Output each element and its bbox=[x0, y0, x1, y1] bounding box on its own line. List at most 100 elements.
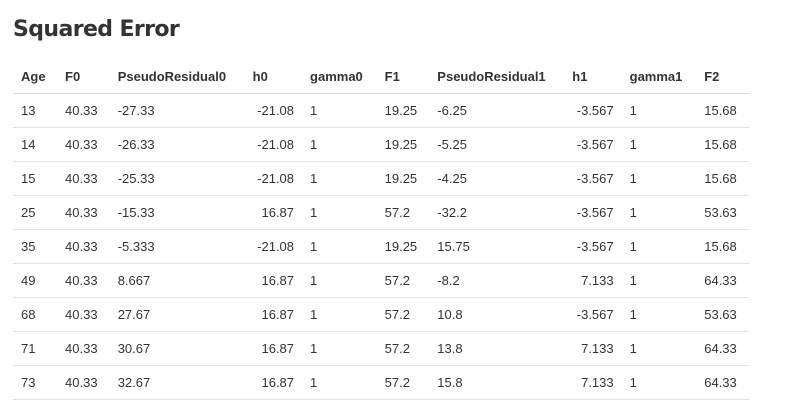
table-cell-h1: -3.567 bbox=[564, 229, 622, 264]
table-cell-h1: -3.567 bbox=[564, 195, 622, 230]
table-cell-h0: 16.87 bbox=[244, 365, 303, 400]
table-cell-pseudoresidual0: -15.33 bbox=[109, 195, 245, 230]
table-cell-age: 14 bbox=[13, 127, 58, 162]
table-row: 15 40.33 -25.33 -21.08 1 19.25 -4.25 -3.567 1 15.… bbox=[13, 161, 749, 196]
table-cell-h1: 7.133 bbox=[564, 263, 622, 298]
table-cell-gamma1: 1 bbox=[621, 297, 697, 332]
table-cell-f1: 57.2 bbox=[376, 297, 430, 332]
table-cell-h1: 7.133 bbox=[564, 365, 622, 400]
table-cell-f1: 19.25 bbox=[376, 161, 430, 196]
table-cell-f1: 19.25 bbox=[376, 127, 430, 162]
table-cell-h0: 16.87 bbox=[244, 331, 303, 366]
table-cell-h1: -3.567 bbox=[564, 127, 622, 162]
column-header-gamma0: gamma0 bbox=[302, 59, 377, 94]
table-cell-pseudoresidual1: -4.25 bbox=[429, 161, 565, 196]
table-row: 35 40.33 -5.333 -21.08 1 19.25 15.75 -3.567 1 15.… bbox=[13, 229, 749, 264]
table-cell-f0: 40.33 bbox=[57, 229, 110, 264]
table-cell-h0: 16.87 bbox=[244, 297, 303, 332]
table-cell-pseudoresidual0: 27.67 bbox=[109, 297, 245, 332]
table-body: 13 40.33 -27.33 -21.08 1 19.25 -6.25 -3.567 1 15.… bbox=[13, 93, 749, 400]
column-header-age: Age bbox=[13, 59, 58, 94]
table-cell-f0: 40.33 bbox=[57, 365, 110, 400]
table-cell-h1: -3.567 bbox=[564, 297, 622, 332]
table-cell-gamma1: 1 bbox=[621, 161, 697, 196]
table-cell-gamma1: 1 bbox=[621, 263, 697, 298]
table-cell-pseudoresidual0: -27.33 bbox=[109, 93, 245, 128]
table-row: 68 40.33 27.67 16.87 1 57.2 10.8 -3.567 1 53.63 bbox=[13, 297, 749, 332]
table-cell-pseudoresidual1: -8.2 bbox=[429, 263, 565, 298]
table-row: 13 40.33 -27.33 -21.08 1 19.25 -6.25 -3.567 1 15.… bbox=[13, 93, 749, 128]
table-cell-h1: -3.567 bbox=[564, 161, 622, 196]
table-cell-pseudoresidual0: 32.67 bbox=[109, 365, 245, 400]
squared-error-table: Age F0 PseudoResidual0 h0 gamma0 F1 Pseu… bbox=[13, 59, 749, 400]
table-cell-age: 13 bbox=[13, 93, 58, 128]
table-cell-h0: 16.87 bbox=[244, 263, 303, 298]
table-cell-f1: 57.2 bbox=[376, 195, 430, 230]
column-header-f1: F1 bbox=[376, 59, 430, 94]
table-cell-f2: 15.68 bbox=[696, 93, 749, 128]
table-cell-gamma0: 1 bbox=[302, 161, 377, 196]
table-cell-h0: -21.08 bbox=[244, 127, 303, 162]
table-cell-f2: 53.63 bbox=[696, 195, 749, 230]
table-cell-pseudoresidual1: 13.8 bbox=[429, 331, 565, 366]
table-cell-f2: 64.33 bbox=[696, 365, 749, 400]
table-cell-h0: 16.87 bbox=[244, 195, 303, 230]
table-cell-age: 73 bbox=[13, 365, 58, 400]
table-cell-gamma1: 1 bbox=[621, 229, 697, 264]
table-cell-f2: 15.68 bbox=[696, 229, 749, 264]
table-cell-pseudoresidual0: -25.33 bbox=[109, 161, 245, 196]
column-header-h1: h1 bbox=[564, 59, 622, 94]
column-header-f2: F2 bbox=[696, 59, 749, 94]
table-cell-f1: 57.2 bbox=[376, 331, 430, 366]
column-header-gamma1: gamma1 bbox=[621, 59, 697, 94]
table-cell-age: 68 bbox=[13, 297, 58, 332]
table-cell-pseudoresidual1: 15.75 bbox=[429, 229, 565, 264]
table-cell-h0: -21.08 bbox=[244, 161, 303, 196]
table-cell-age: 15 bbox=[13, 161, 58, 196]
table-header-row: Age F0 PseudoResidual0 h0 gamma0 F1 Pseu… bbox=[13, 59, 749, 94]
table-cell-f0: 40.33 bbox=[57, 93, 110, 128]
table-cell-f2: 64.33 bbox=[696, 331, 749, 366]
table-cell-pseudoresidual1: 15.8 bbox=[429, 365, 565, 400]
table-cell-f2: 53.63 bbox=[696, 297, 749, 332]
table-row: 25 40.33 -15.33 16.87 1 57.2 -32.2 -3.567 1 53.63 bbox=[13, 195, 749, 230]
table-cell-gamma1: 1 bbox=[621, 127, 697, 162]
table-row: 49 40.33 8.667 16.87 1 57.2 -8.2 7.133 1 64.33 bbox=[13, 263, 749, 298]
table-cell-pseudoresidual1: -6.25 bbox=[429, 93, 565, 128]
table-cell-f0: 40.33 bbox=[57, 127, 110, 162]
table-cell-f0: 40.33 bbox=[57, 195, 110, 230]
table-cell-gamma0: 1 bbox=[302, 127, 377, 162]
table-cell-gamma0: 1 bbox=[302, 331, 377, 366]
table-cell-h0: -21.08 bbox=[244, 229, 303, 264]
table-row: 71 40.33 30.67 16.87 1 57.2 13.8 7.133 1 64.33 bbox=[13, 331, 749, 366]
table-cell-pseudoresidual1: 10.8 bbox=[429, 297, 565, 332]
table-cell-h1: 7.133 bbox=[564, 331, 622, 366]
table-cell-gamma1: 1 bbox=[621, 93, 697, 128]
table-cell-age: 35 bbox=[13, 229, 58, 264]
table-cell-gamma1: 1 bbox=[621, 365, 697, 400]
table-cell-f0: 40.33 bbox=[57, 263, 110, 298]
table-cell-gamma0: 1 bbox=[302, 229, 377, 264]
table-cell-f1: 19.25 bbox=[376, 229, 430, 264]
table-cell-pseudoresidual1: -32.2 bbox=[429, 195, 565, 230]
table-cell-gamma0: 1 bbox=[302, 93, 377, 128]
column-header-f0: F0 bbox=[57, 59, 110, 94]
table-cell-f0: 40.33 bbox=[57, 331, 110, 366]
table-cell-h0: -21.08 bbox=[244, 93, 303, 128]
table-cell-f1: 19.25 bbox=[376, 93, 430, 128]
table-cell-f2: 15.68 bbox=[696, 161, 749, 196]
table-cell-pseudoresidual0: 30.67 bbox=[109, 331, 245, 366]
page-title: Squared Error bbox=[13, 17, 180, 42]
column-header-pseudoresidual1: PseudoResidual1 bbox=[429, 59, 565, 94]
column-header-h0: h0 bbox=[244, 59, 303, 94]
table-cell-gamma1: 1 bbox=[621, 195, 697, 230]
table-cell-f0: 40.33 bbox=[57, 161, 110, 196]
table-cell-f0: 40.33 bbox=[57, 297, 110, 332]
column-header-pseudoresidual0: PseudoResidual0 bbox=[109, 59, 245, 94]
table-cell-pseudoresidual0: -26.33 bbox=[109, 127, 245, 162]
table-cell-gamma1: 1 bbox=[621, 331, 697, 366]
table-cell-pseudoresidual0: -5.333 bbox=[109, 229, 245, 264]
table-row: 14 40.33 -26.33 -21.08 1 19.25 -5.25 -3.567 1 15.… bbox=[13, 127, 749, 162]
table-cell-f2: 15.68 bbox=[696, 127, 749, 162]
table-cell-f1: 57.2 bbox=[376, 263, 430, 298]
